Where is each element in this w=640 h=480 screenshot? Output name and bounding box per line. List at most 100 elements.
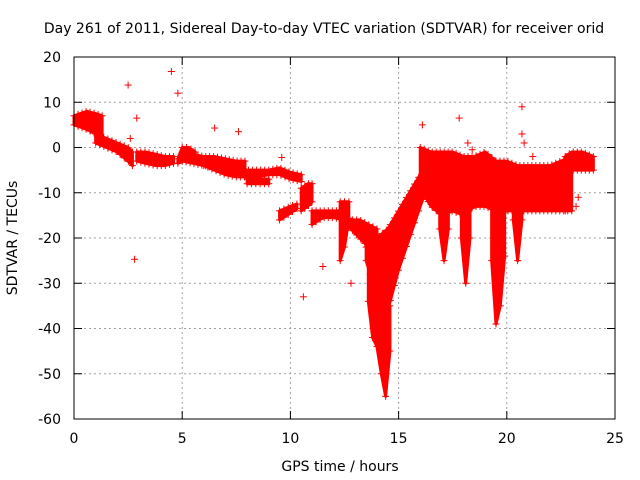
- y-tick-label: -50: [38, 367, 61, 383]
- axes: 0 5 10 15 20 25 -60 -50 -40 -30 -20 -10 0 10 20: [38, 50, 624, 447]
- data-point-outlier: [234, 128, 242, 136]
- data-point-outlier: [299, 293, 307, 301]
- data-point: [182, 158, 190, 166]
- data-point: [284, 203, 292, 211]
- data-point: [452, 208, 460, 216]
- data-point: [120, 142, 128, 150]
- data-point: [589, 166, 597, 174]
- data-point: [518, 216, 526, 224]
- data-point: [394, 266, 402, 274]
- data-point: [411, 180, 419, 188]
- data-point: [357, 216, 365, 224]
- data-point-outlier: [418, 121, 426, 129]
- data-point: [386, 347, 394, 355]
- data-point: [496, 302, 504, 310]
- x-tick-label: 20: [498, 431, 516, 447]
- data-point: [373, 225, 381, 233]
- data-point: [224, 171, 232, 179]
- data-point: [240, 166, 248, 174]
- data-point: [472, 152, 480, 160]
- data-point-outlier: [518, 130, 526, 138]
- data-point-outlier: [131, 255, 139, 263]
- data-point: [565, 150, 573, 158]
- data-point: [419, 195, 427, 203]
- data-point: [308, 198, 316, 206]
- data-point: [96, 132, 104, 140]
- data-point: [398, 254, 406, 262]
- data-band: [245, 177, 271, 186]
- data-point: [512, 161, 520, 169]
- data-point: [281, 173, 289, 181]
- data-point: [457, 234, 465, 242]
- data-point: [190, 150, 198, 158]
- data-point: [382, 392, 390, 400]
- data-point: [137, 158, 145, 166]
- x-tick-label: 5: [178, 431, 187, 447]
- data-point: [74, 122, 82, 130]
- y-tick-label: -30: [38, 276, 61, 292]
- data-point: [141, 148, 149, 156]
- data-point: [212, 167, 220, 175]
- data-point-outlier: [319, 263, 327, 271]
- data-point: [297, 207, 305, 215]
- data-point: [398, 200, 406, 208]
- data-point-outlier: [124, 81, 132, 89]
- data-point: [214, 153, 222, 161]
- data-point: [220, 170, 228, 178]
- data-point: [403, 194, 411, 202]
- data-point-outlier: [126, 134, 134, 142]
- data-point: [345, 198, 353, 206]
- data-point: [86, 108, 94, 116]
- data-point: [277, 171, 285, 179]
- data-point: [370, 284, 378, 292]
- data-point: [484, 150, 492, 158]
- data-point: [362, 257, 370, 265]
- data-point: [108, 137, 116, 145]
- data-point: [480, 149, 488, 157]
- data-point: [190, 160, 198, 168]
- data-point: [265, 166, 273, 174]
- data-point: [466, 234, 474, 242]
- data-point: [328, 214, 336, 222]
- y-tick-label: 20: [43, 50, 61, 66]
- data-point: [312, 218, 320, 226]
- data-point: [552, 159, 560, 167]
- y-tick-label: -20: [38, 231, 61, 247]
- data-band: [338, 200, 351, 263]
- data-point: [508, 159, 516, 167]
- data-point: [265, 175, 273, 183]
- data-point: [568, 207, 576, 215]
- data-point: [544, 162, 552, 170]
- data-point: [293, 177, 301, 185]
- data-point: [341, 211, 348, 219]
- data-point: [217, 154, 225, 162]
- data-point: [428, 203, 436, 211]
- data-point: [90, 109, 98, 117]
- data-point: [488, 189, 496, 197]
- data-point: [415, 207, 423, 215]
- data-point: [411, 219, 419, 227]
- data-point: [297, 177, 305, 185]
- data-point: [92, 139, 100, 147]
- data-point: [420, 191, 428, 199]
- data-point: [377, 370, 385, 378]
- data-point: [86, 127, 94, 135]
- data-point: [145, 160, 153, 168]
- data-point: [241, 157, 249, 165]
- data-point: [112, 138, 120, 146]
- data-point: [370, 236, 378, 244]
- data-point: [141, 159, 149, 167]
- data-point: [456, 151, 464, 159]
- data-point: [116, 150, 124, 158]
- data-point: [416, 144, 424, 151]
- data-points: [70, 67, 597, 400]
- data-point: [577, 148, 585, 156]
- data-point: [277, 164, 285, 172]
- data-point: [194, 151, 202, 159]
- data-point: [161, 161, 169, 169]
- data-point: [364, 297, 372, 305]
- data-point: [308, 180, 316, 188]
- data-point: [589, 153, 597, 161]
- chart-title: Day 261 of 2011, Sidereal Day-to-day VTE…: [44, 21, 604, 37]
- data-point-outlier: [572, 202, 580, 210]
